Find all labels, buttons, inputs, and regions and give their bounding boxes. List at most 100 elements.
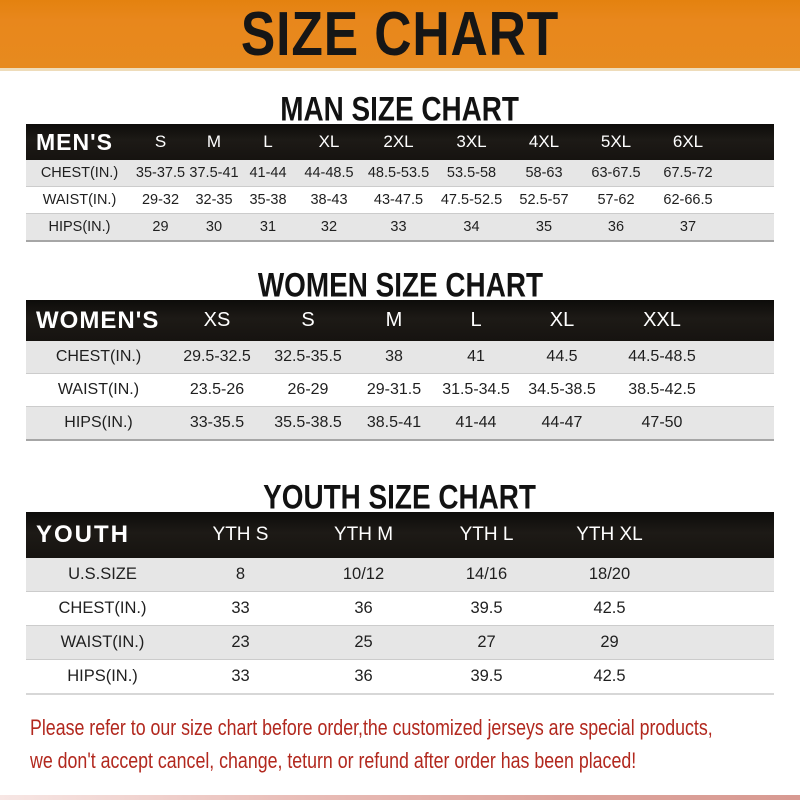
row-label-cell: WAIST(IN.): [26, 373, 171, 407]
measurement-cell: 32.5-35.5: [263, 341, 353, 374]
size-column-header: L: [435, 300, 517, 341]
women-section-heading: WOMEN SIZE CHART: [0, 264, 800, 305]
measurement-cell: 53.5-58: [435, 160, 508, 187]
measurement-cell: 18/20: [548, 558, 671, 592]
measurement-cell: 39.5: [425, 659, 548, 695]
measurement-cell: 32: [296, 213, 362, 242]
spacer-cell: [717, 300, 774, 341]
size-column-header: M: [353, 300, 435, 341]
spacer-cell: [724, 213, 774, 242]
measurement-cell: 52.5-57: [508, 186, 580, 214]
spacer-cell: [671, 625, 774, 660]
measurement-cell: 37.5-41: [188, 160, 240, 187]
size-column-header: 5XL: [580, 124, 652, 160]
measurement-cell: 31.5-34.5: [435, 373, 517, 407]
measurement-cell: 34: [435, 213, 508, 242]
size-data-row: HIPS(IN.) 33-35.5 35.5-38.5 38.5-41 41-44 44-…: [26, 406, 774, 441]
measurement-cell: 8: [179, 558, 302, 592]
size-column-header: S: [263, 300, 353, 341]
row-label-cell: CHEST(IN.): [26, 160, 133, 187]
row-label-cell: WAIST(IN.): [26, 186, 133, 214]
size-column-header: M: [188, 124, 240, 160]
spacer-cell: [671, 591, 774, 626]
order-disclaimer: Please refer to our size chart before or…: [0, 711, 800, 777]
measurement-cell: 10/12: [302, 558, 425, 592]
measurement-cell: 29-32: [133, 186, 188, 214]
measurement-cell: 41-44: [240, 160, 296, 187]
spacer-cell: [724, 124, 774, 160]
measurement-cell: 30: [188, 213, 240, 242]
size-data-row: WAIST(IN.) 29-32 32-35 35-38 38-43 43-47.5 47.…: [26, 186, 774, 214]
row-label-cell: HIPS(IN.): [26, 213, 133, 242]
size-header-row: WOMEN'S XS S M L XL XXL: [26, 300, 774, 341]
measurement-cell: 29: [133, 213, 188, 242]
measurement-cell: 41: [435, 341, 517, 374]
measurement-cell: 26-29: [263, 373, 353, 407]
measurement-cell: 33: [179, 591, 302, 626]
size-column-header: YTH L: [425, 512, 548, 558]
measurement-cell: 47.5-52.5: [435, 186, 508, 214]
size-data-row: WAIST(IN.) 23.5-26 26-29 29-31.5 31.5-34.5 34…: [26, 373, 774, 407]
banner-title: SIZE CHART: [240, 0, 560, 69]
size-data-row: HIPS(IN.) 33 36 39.5 42.5: [26, 659, 774, 695]
spacer-cell: [717, 341, 774, 374]
measurement-cell: 48.5-53.5: [362, 160, 435, 187]
measurement-cell: 44-47: [517, 406, 607, 441]
measurement-cell: 39.5: [425, 591, 548, 626]
size-header-row: MEN'S S M L XL 2XL 3XL 4XL 5XL 6XL: [26, 124, 774, 160]
measurement-cell: 57-62: [580, 186, 652, 214]
measurement-cell: 35.5-38.5: [263, 406, 353, 441]
size-data-row: CHEST(IN.) 35-37.5 37.5-41 41-44 44-48.5 48.5…: [26, 160, 774, 187]
disclaimer-line-1: Please refer to our size chart before or…: [30, 715, 713, 740]
measurement-cell: 38: [353, 341, 435, 374]
youth-heading-text: YOUTH SIZE CHART: [263, 476, 537, 517]
size-column-header: XS: [171, 300, 263, 341]
table-title-cell: MEN'S: [26, 124, 133, 160]
measurement-cell: 29: [548, 625, 671, 660]
size-data-row: WAIST(IN.) 23 25 27 29: [26, 625, 774, 660]
disclaimer-line-2: we don't accept cancel, change, teturn o…: [30, 748, 637, 773]
measurement-cell: 33: [362, 213, 435, 242]
measurement-cell: 44.5: [517, 341, 607, 374]
measurement-cell: 32-35: [188, 186, 240, 214]
women-heading-text: WOMEN SIZE CHART: [257, 264, 543, 305]
row-label-cell: HIPS(IN.): [26, 406, 171, 441]
measurement-cell: 29.5-32.5: [171, 341, 263, 374]
measurement-cell: 67.5-72: [652, 160, 724, 187]
men-section-heading: MAN SIZE CHART: [0, 91, 800, 126]
measurement-cell: 14/16: [425, 558, 548, 592]
measurement-cell: 42.5: [548, 659, 671, 695]
spacer-cell: [717, 406, 774, 441]
row-label-cell: CHEST(IN.): [26, 591, 179, 626]
size-data-row: HIPS(IN.) 29 30 31 32 33 34 35 36 37: [26, 213, 774, 242]
size-column-header: 2XL: [362, 124, 435, 160]
measurement-cell: 63-67.5: [580, 160, 652, 187]
measurement-cell: 23.5-26: [171, 373, 263, 407]
size-column-header: 3XL: [435, 124, 508, 160]
size-column-header: YTH S: [179, 512, 302, 558]
spacer-cell: [724, 160, 774, 187]
measurement-cell: 31: [240, 213, 296, 242]
spacer-cell: [671, 512, 774, 558]
size-column-header: 6XL: [652, 124, 724, 160]
measurement-cell: 38.5-42.5: [607, 373, 717, 407]
measurement-cell: 36: [302, 591, 425, 626]
row-label-cell: WAIST(IN.): [26, 625, 179, 660]
size-data-row: CHEST(IN.) 29.5-32.5 32.5-35.5 38 41 44.5 44.5…: [26, 341, 774, 374]
measurement-cell: 44-48.5: [296, 160, 362, 187]
measurement-cell: 38.5-41: [353, 406, 435, 441]
measurement-cell: 35: [508, 213, 580, 242]
measurement-cell: 34.5-38.5: [517, 373, 607, 407]
measurement-cell: 41-44: [435, 406, 517, 441]
measurement-cell: 42.5: [548, 591, 671, 626]
measurement-cell: 23: [179, 625, 302, 660]
size-column-header: XL: [517, 300, 607, 341]
size-column-header: L: [240, 124, 296, 160]
measurement-cell: 47-50: [607, 406, 717, 441]
row-label-cell: CHEST(IN.): [26, 341, 171, 374]
measurement-cell: 37: [652, 213, 724, 242]
men-size-table: MEN'S S M L XL 2XL 3XL 4XL 5XL 6XL CHEST(IN.) 35-37…: [26, 124, 774, 242]
measurement-cell: 29-31.5: [353, 373, 435, 407]
spacer-cell: [724, 186, 774, 214]
measurement-cell: 35-37.5: [133, 160, 188, 187]
